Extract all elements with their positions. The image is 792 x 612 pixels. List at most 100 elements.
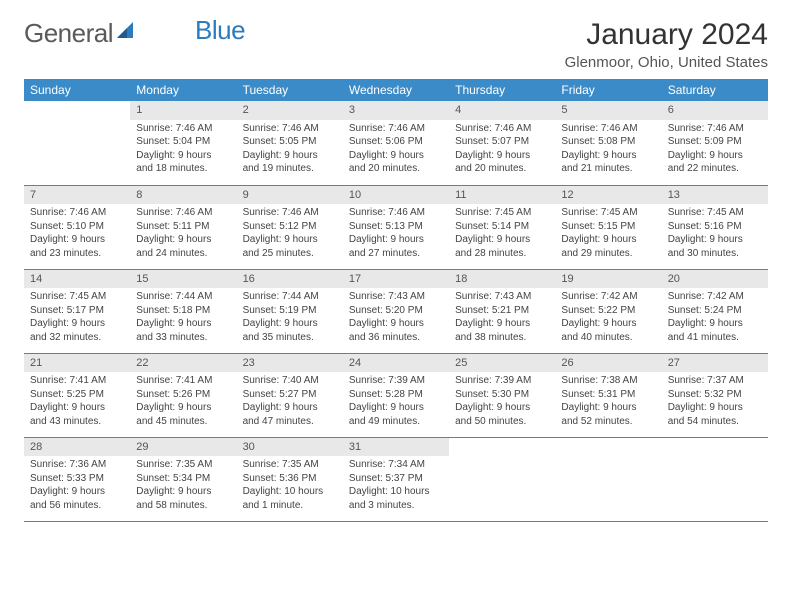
day-body: Sunrise: 7:46 AMSunset: 5:06 PMDaylight:…	[343, 120, 449, 180]
sunset-line: Sunset: 5:17 PM	[30, 304, 124, 318]
daylight-line1: Daylight: 9 hours	[243, 233, 337, 247]
calendar-cell: 20Sunrise: 7:42 AMSunset: 5:24 PMDayligh…	[662, 269, 768, 353]
daylight-line1: Daylight: 9 hours	[243, 401, 337, 415]
calendar-cell: 1Sunrise: 7:46 AMSunset: 5:04 PMDaylight…	[130, 101, 236, 185]
daylight-line1: Daylight: 9 hours	[349, 317, 443, 331]
sunrise-line: Sunrise: 7:46 AM	[349, 206, 443, 220]
daylight-line1: Daylight: 10 hours	[243, 485, 337, 499]
sunrise-line: Sunrise: 7:45 AM	[561, 206, 655, 220]
daylight-line2: and 33 minutes.	[136, 331, 230, 345]
sunrise-line: Sunrise: 7:45 AM	[455, 206, 549, 220]
sunset-line: Sunset: 5:04 PM	[136, 135, 230, 149]
calendar-row: 14Sunrise: 7:45 AMSunset: 5:17 PMDayligh…	[24, 269, 768, 353]
sunrise-line: Sunrise: 7:40 AM	[243, 374, 337, 388]
calendar-cell: 13Sunrise: 7:45 AMSunset: 5:16 PMDayligh…	[662, 185, 768, 269]
calendar-cell: 22Sunrise: 7:41 AMSunset: 5:26 PMDayligh…	[130, 353, 236, 437]
day-number: 20	[662, 270, 768, 289]
daylight-line2: and 40 minutes.	[561, 331, 655, 345]
sunrise-line: Sunrise: 7:42 AM	[561, 290, 655, 304]
day-body: Sunrise: 7:37 AMSunset: 5:32 PMDaylight:…	[662, 372, 768, 432]
daylight-line2: and 52 minutes.	[561, 415, 655, 429]
daylight-line1: Daylight: 9 hours	[30, 485, 124, 499]
sunset-line: Sunset: 5:10 PM	[30, 220, 124, 234]
calendar-cell: 14Sunrise: 7:45 AMSunset: 5:17 PMDayligh…	[24, 269, 130, 353]
calendar-cell: 6Sunrise: 7:46 AMSunset: 5:09 PMDaylight…	[662, 101, 768, 185]
calendar-cell: 5Sunrise: 7:46 AMSunset: 5:08 PMDaylight…	[555, 101, 661, 185]
day-body: Sunrise: 7:45 AMSunset: 5:15 PMDaylight:…	[555, 204, 661, 264]
day-number: 22	[130, 354, 236, 373]
daylight-line2: and 58 minutes.	[136, 499, 230, 513]
day-number: 30	[237, 438, 343, 457]
daylight-line2: and 20 minutes.	[349, 162, 443, 176]
sunset-line: Sunset: 5:07 PM	[455, 135, 549, 149]
sunrise-line: Sunrise: 7:46 AM	[349, 122, 443, 136]
calendar-cell: 30Sunrise: 7:35 AMSunset: 5:36 PMDayligh…	[237, 437, 343, 521]
sunrise-line: Sunrise: 7:39 AM	[455, 374, 549, 388]
day-body: Sunrise: 7:46 AMSunset: 5:08 PMDaylight:…	[555, 120, 661, 180]
daylight-line1: Daylight: 9 hours	[30, 317, 124, 331]
brand-part1: General	[24, 18, 113, 49]
day-number: 18	[449, 270, 555, 289]
day-number: 24	[343, 354, 449, 373]
calendar-cell: 4Sunrise: 7:46 AMSunset: 5:07 PMDaylight…	[449, 101, 555, 185]
daylight-line1: Daylight: 9 hours	[136, 401, 230, 415]
daylight-line2: and 1 minute.	[243, 499, 337, 513]
brand-logo: General Blue	[24, 18, 245, 49]
day-number: 28	[24, 438, 130, 457]
day-number: 3	[343, 101, 449, 120]
sunset-line: Sunset: 5:26 PM	[136, 388, 230, 402]
daylight-line2: and 28 minutes.	[455, 247, 549, 261]
sunset-line: Sunset: 5:34 PM	[136, 472, 230, 486]
daylight-line1: Daylight: 9 hours	[561, 401, 655, 415]
sunset-line: Sunset: 5:36 PM	[243, 472, 337, 486]
day-body: Sunrise: 7:39 AMSunset: 5:28 PMDaylight:…	[343, 372, 449, 432]
daylight-line1: Daylight: 9 hours	[455, 317, 549, 331]
sunrise-line: Sunrise: 7:43 AM	[349, 290, 443, 304]
day-body: Sunrise: 7:41 AMSunset: 5:25 PMDaylight:…	[24, 372, 130, 432]
day-body: Sunrise: 7:44 AMSunset: 5:19 PMDaylight:…	[237, 288, 343, 348]
daylight-line2: and 20 minutes.	[455, 162, 549, 176]
sunset-line: Sunset: 5:20 PM	[349, 304, 443, 318]
sunset-line: Sunset: 5:24 PM	[668, 304, 762, 318]
day-number: 1	[130, 101, 236, 120]
daylight-line1: Daylight: 9 hours	[136, 149, 230, 163]
day-body: Sunrise: 7:45 AMSunset: 5:16 PMDaylight:…	[662, 204, 768, 264]
sunrise-line: Sunrise: 7:46 AM	[243, 122, 337, 136]
day-body: Sunrise: 7:36 AMSunset: 5:33 PMDaylight:…	[24, 456, 130, 516]
daylight-line2: and 30 minutes.	[668, 247, 762, 261]
sunset-line: Sunset: 5:18 PM	[136, 304, 230, 318]
sunrise-line: Sunrise: 7:44 AM	[136, 290, 230, 304]
calendar-cell: 29Sunrise: 7:35 AMSunset: 5:34 PMDayligh…	[130, 437, 236, 521]
calendar-cell: 23Sunrise: 7:40 AMSunset: 5:27 PMDayligh…	[237, 353, 343, 437]
daylight-line2: and 35 minutes.	[243, 331, 337, 345]
calendar-cell: 21Sunrise: 7:41 AMSunset: 5:25 PMDayligh…	[24, 353, 130, 437]
sunset-line: Sunset: 5:33 PM	[30, 472, 124, 486]
day-number: 15	[130, 270, 236, 289]
sunset-line: Sunset: 5:25 PM	[30, 388, 124, 402]
brand-sail-icon	[115, 20, 137, 47]
day-body: Sunrise: 7:45 AMSunset: 5:14 PMDaylight:…	[449, 204, 555, 264]
calendar-cell: 12Sunrise: 7:45 AMSunset: 5:15 PMDayligh…	[555, 185, 661, 269]
day-body: Sunrise: 7:42 AMSunset: 5:22 PMDaylight:…	[555, 288, 661, 348]
sunset-line: Sunset: 5:30 PM	[455, 388, 549, 402]
day-number: 19	[555, 270, 661, 289]
day-body: Sunrise: 7:45 AMSunset: 5:17 PMDaylight:…	[24, 288, 130, 348]
daylight-line2: and 18 minutes.	[136, 162, 230, 176]
daylight-line1: Daylight: 9 hours	[455, 149, 549, 163]
daylight-line1: Daylight: 9 hours	[455, 401, 549, 415]
calendar-cell: 31Sunrise: 7:34 AMSunset: 5:37 PMDayligh…	[343, 437, 449, 521]
sunrise-line: Sunrise: 7:36 AM	[30, 458, 124, 472]
sunset-line: Sunset: 5:28 PM	[349, 388, 443, 402]
daylight-line1: Daylight: 9 hours	[668, 401, 762, 415]
calendar-cell: 28Sunrise: 7:36 AMSunset: 5:33 PMDayligh…	[24, 437, 130, 521]
day-body: Sunrise: 7:41 AMSunset: 5:26 PMDaylight:…	[130, 372, 236, 432]
weekday-header: Friday	[555, 79, 661, 101]
day-body: Sunrise: 7:43 AMSunset: 5:20 PMDaylight:…	[343, 288, 449, 348]
header: General Blue January 2024 Glenmoor, Ohio…	[24, 18, 768, 71]
sunrise-line: Sunrise: 7:46 AM	[136, 206, 230, 220]
sunrise-line: Sunrise: 7:41 AM	[30, 374, 124, 388]
daylight-line1: Daylight: 10 hours	[349, 485, 443, 499]
sunrise-line: Sunrise: 7:46 AM	[668, 122, 762, 136]
daylight-line1: Daylight: 9 hours	[243, 317, 337, 331]
calendar-cell: 2Sunrise: 7:46 AMSunset: 5:05 PMDaylight…	[237, 101, 343, 185]
